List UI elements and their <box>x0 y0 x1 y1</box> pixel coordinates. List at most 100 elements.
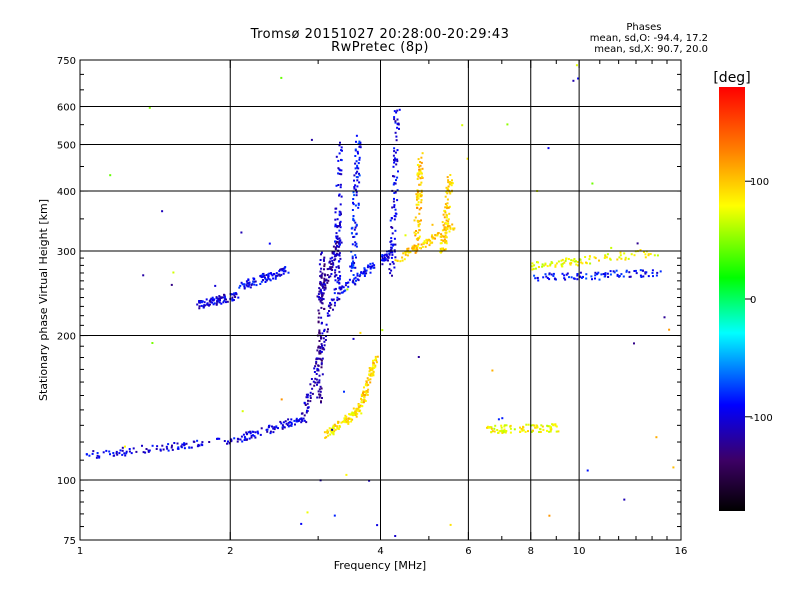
scatter-point <box>350 413 353 416</box>
scatter-point <box>416 193 419 196</box>
scatter-point <box>406 249 409 252</box>
scatter-point <box>339 257 342 260</box>
scatter-point <box>281 269 284 272</box>
scatter-point <box>541 263 544 266</box>
scatter-point <box>364 394 367 397</box>
scatter-point <box>441 249 444 252</box>
scatter-point <box>415 193 418 196</box>
scatter-point <box>218 298 221 301</box>
scatter-point <box>598 278 601 281</box>
scatter-point <box>366 266 369 269</box>
scatter-point <box>538 431 541 433</box>
scatter-point <box>234 296 237 298</box>
scatter-point <box>367 388 370 391</box>
scatter-point <box>369 267 372 270</box>
scatter-point <box>429 242 432 245</box>
scatter-point <box>369 367 372 370</box>
scatter-point <box>338 172 341 175</box>
scatter-point <box>557 430 560 433</box>
scatter-point <box>198 307 201 310</box>
scatter-point <box>310 138 313 141</box>
scatter-point <box>418 168 421 171</box>
scatter-point <box>245 431 248 434</box>
scatter-point <box>165 445 168 448</box>
scatter-point <box>357 409 359 412</box>
scatter-point <box>85 453 88 456</box>
scatter-point <box>243 285 246 288</box>
y-tick-label: 200 <box>57 332 76 343</box>
scatter-point <box>417 243 420 246</box>
scatter-point <box>500 424 503 427</box>
scatter-point <box>619 254 622 257</box>
scatter-point <box>424 245 427 248</box>
scatter-point <box>329 306 332 309</box>
scatter-point <box>362 393 365 396</box>
scatter-point <box>563 261 566 264</box>
scatter-point <box>585 261 587 264</box>
scatter-point <box>354 148 357 151</box>
scatter-point <box>420 199 423 201</box>
scatter-point <box>639 274 642 277</box>
scatter-point <box>572 277 575 280</box>
scatter-point <box>610 246 613 249</box>
scatter-point <box>247 285 250 288</box>
scatter-point <box>549 263 552 266</box>
scatter-point <box>353 277 356 280</box>
scatter-point <box>272 427 275 430</box>
scatter-point <box>355 245 358 248</box>
scatter-point <box>390 249 393 252</box>
scatter-point <box>537 261 539 264</box>
scatter-point <box>355 176 358 178</box>
scatter-point <box>394 535 397 537</box>
scatter-point <box>356 150 359 153</box>
scatter-point <box>533 424 536 427</box>
scatter-point <box>421 152 424 155</box>
scatter-point <box>443 228 446 231</box>
scatter-point <box>319 352 322 355</box>
scatter-point <box>625 270 628 273</box>
scatter-point <box>338 242 341 245</box>
scatter-point <box>252 277 255 280</box>
scatter-point <box>354 155 357 157</box>
scatter-point <box>533 274 536 277</box>
scatter-point <box>279 420 282 423</box>
scatter-point <box>393 218 396 221</box>
scatter-point <box>374 355 377 358</box>
scatter-point <box>393 175 396 178</box>
scatter-point <box>415 203 418 206</box>
scatter-point <box>353 179 355 182</box>
scatter-point <box>148 449 151 452</box>
scatter-point <box>338 240 341 243</box>
scatter-point <box>418 183 421 186</box>
scatter-point <box>341 420 344 423</box>
scatter-point <box>428 238 430 241</box>
scatter-point <box>548 425 551 428</box>
scatter-point <box>319 297 322 299</box>
scatter-point <box>419 161 422 163</box>
scatter-point <box>215 302 218 305</box>
scatter-point <box>404 234 407 237</box>
scatter-point <box>255 284 258 287</box>
scatter-point <box>337 266 340 269</box>
scatter-point <box>375 359 378 362</box>
scatter-point <box>448 225 451 227</box>
scatter-point <box>419 168 422 171</box>
chart-subtitle: RwPretec (8p) <box>331 40 429 55</box>
scatter-point <box>303 402 306 405</box>
scatter-point <box>386 256 389 259</box>
scatter-point <box>250 436 253 439</box>
scatter-point <box>319 346 322 349</box>
scatter-point <box>311 392 314 395</box>
scatter-point <box>402 252 405 255</box>
scatter-point <box>393 110 396 113</box>
scatter-point <box>355 191 358 194</box>
scatter-point <box>320 337 323 340</box>
scatter-point <box>414 234 417 237</box>
scatter-point <box>392 175 394 178</box>
scatter-point <box>420 181 423 184</box>
scatter-point <box>271 274 274 277</box>
scatter-point <box>323 308 326 310</box>
scatter-point <box>264 281 267 283</box>
scatter-point <box>321 302 324 305</box>
scatter-point <box>319 393 322 396</box>
